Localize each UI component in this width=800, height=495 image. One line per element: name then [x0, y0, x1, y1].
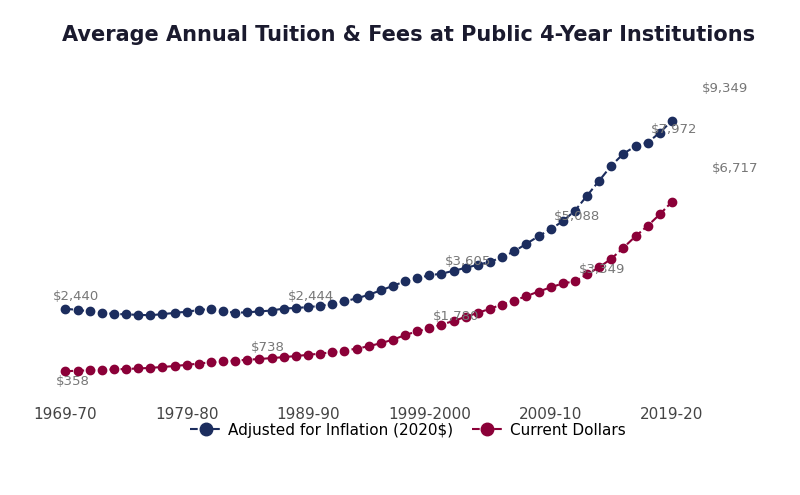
Text: $1,780: $1,780: [433, 310, 479, 323]
Text: $6,717: $6,717: [712, 162, 758, 175]
Text: $738: $738: [251, 342, 285, 354]
Legend: Adjusted for Inflation (2020$), Current Dollars: Adjusted for Inflation (2020$), Current …: [184, 416, 632, 444]
Title: Average Annual Tuition & Fees at Public 4-Year Institutions: Average Annual Tuition & Fees at Public …: [62, 25, 754, 45]
Text: $2,444: $2,444: [287, 290, 334, 302]
Text: $3,605: $3,605: [445, 254, 491, 268]
Text: $7,972: $7,972: [651, 123, 698, 137]
Text: $9,349: $9,349: [702, 82, 749, 95]
Text: $3,349: $3,349: [578, 263, 625, 276]
Text: $358: $358: [56, 375, 90, 388]
Text: $5,088: $5,088: [554, 210, 601, 223]
Text: $2,440: $2,440: [54, 290, 99, 302]
